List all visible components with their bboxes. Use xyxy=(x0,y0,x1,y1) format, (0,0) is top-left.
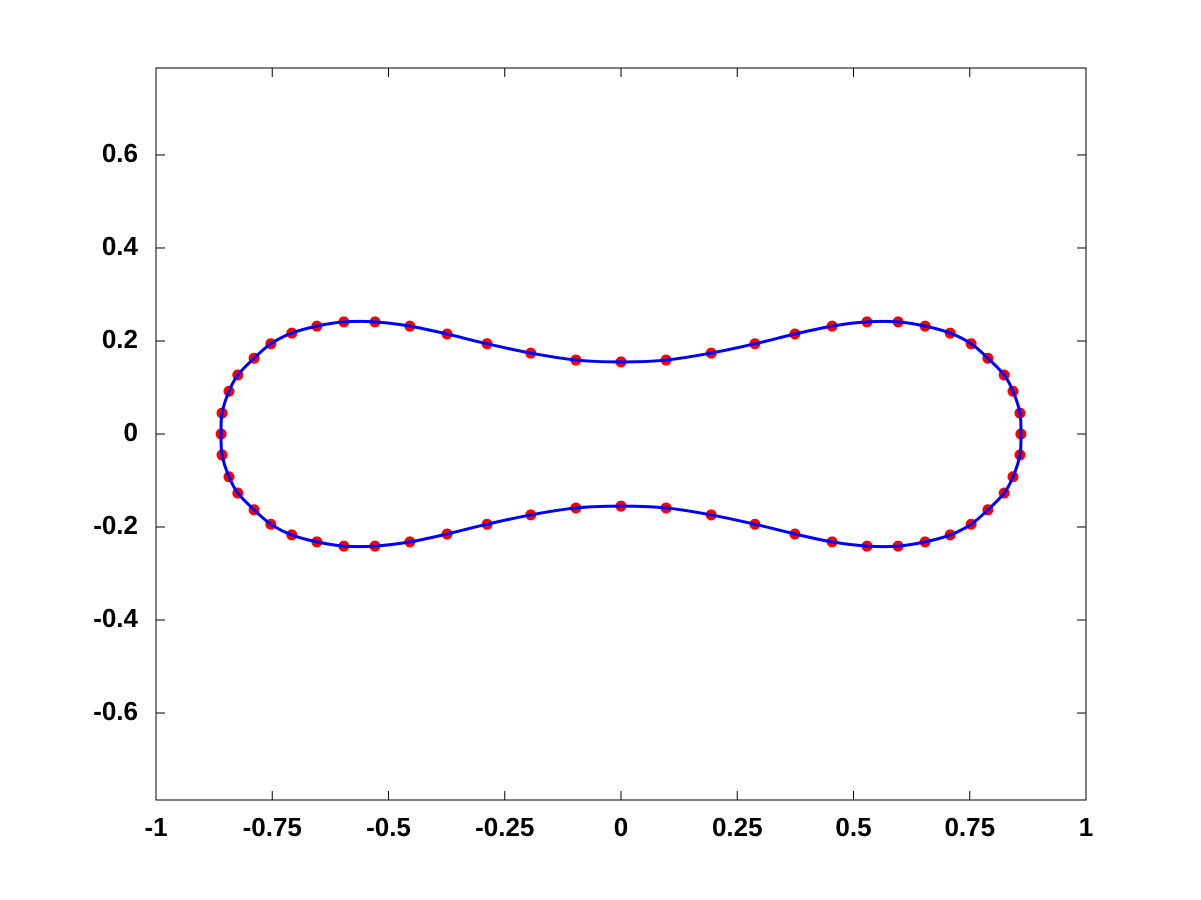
y-tick-label: 0.6 xyxy=(102,138,138,168)
x-tick-label: -0.5 xyxy=(366,812,411,842)
x-tick-label: 0 xyxy=(614,812,628,842)
x-tick-label: -0.25 xyxy=(475,812,534,842)
x-tick-label: -0.75 xyxy=(243,812,302,842)
y-tick-label: -0.6 xyxy=(93,696,138,726)
x-tick-label: 0.25 xyxy=(712,812,763,842)
y-tick-label: 0.2 xyxy=(102,324,138,354)
y-tick-label: -0.2 xyxy=(93,510,138,540)
y-tick-label: 0 xyxy=(124,417,138,447)
x-tick-label: 1 xyxy=(1079,812,1093,842)
y-tick-label: 0.4 xyxy=(102,231,139,261)
y-tick-label: -0.4 xyxy=(93,603,138,633)
x-tick-label: 0.5 xyxy=(835,812,871,842)
x-tick-label: -1 xyxy=(144,812,167,842)
curve xyxy=(219,319,1023,549)
plot-box xyxy=(155,67,1087,801)
x-tick-label: 0.75 xyxy=(944,812,995,842)
